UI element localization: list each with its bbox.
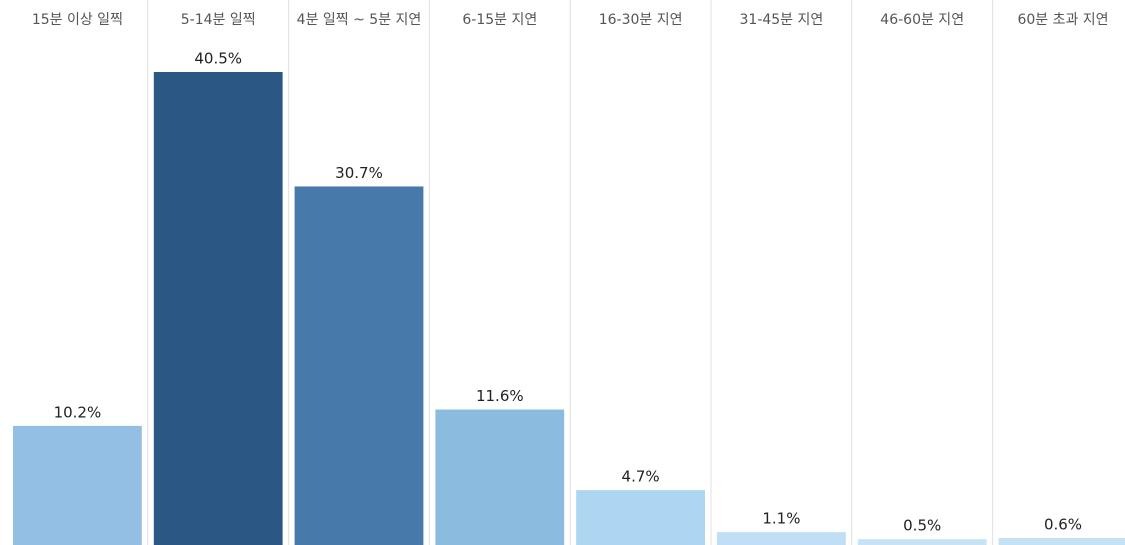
bar bbox=[998, 537, 1125, 545]
category-label: 15분 이상 일찍 bbox=[32, 12, 123, 28]
bar bbox=[294, 186, 424, 545]
category-label: 5-14분 일찍 bbox=[181, 12, 256, 28]
value-label: 40.5% bbox=[194, 50, 242, 68]
value-label: 4.7% bbox=[622, 468, 660, 486]
category-label: 31-45분 지연 bbox=[740, 12, 824, 28]
category-label: 6-15분 지연 bbox=[462, 12, 537, 28]
value-label: 30.7% bbox=[335, 164, 383, 182]
category-label: 60분 초과 지연 bbox=[1017, 12, 1108, 28]
category-label: 46-60분 지연 bbox=[880, 12, 964, 28]
category-label: 4분 일찍 ~ 5분 지연 bbox=[297, 12, 422, 28]
bar bbox=[13, 425, 142, 545]
bar bbox=[153, 72, 283, 545]
category-label: 16-30분 지연 bbox=[599, 12, 683, 28]
bar bbox=[435, 409, 565, 545]
value-label: 0.6% bbox=[1044, 515, 1082, 533]
value-label: 1.1% bbox=[762, 510, 800, 528]
value-label: 11.6% bbox=[476, 387, 524, 405]
bar bbox=[576, 490, 705, 545]
value-label: 0.5% bbox=[903, 517, 941, 535]
bar bbox=[857, 539, 987, 545]
bar bbox=[717, 532, 846, 545]
value-label: 10.2% bbox=[54, 403, 102, 421]
